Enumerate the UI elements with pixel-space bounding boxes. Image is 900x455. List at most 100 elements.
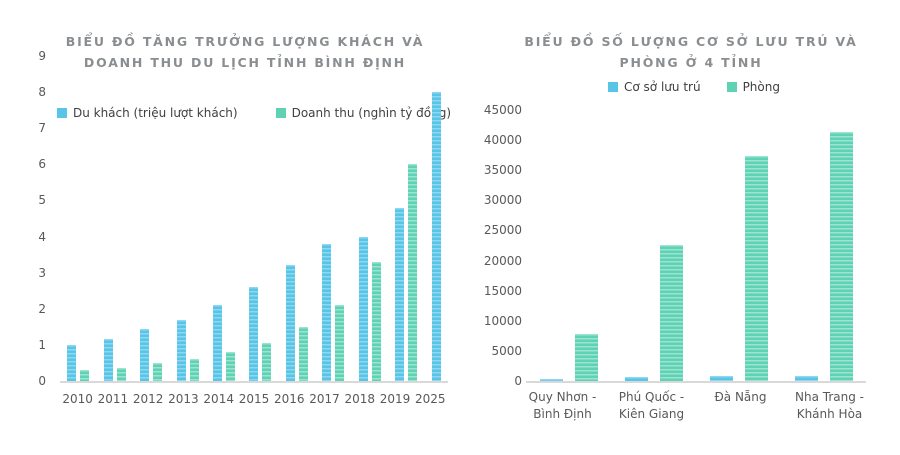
bar — [744, 155, 768, 381]
y-axis-tick-label: 45000 — [483, 103, 522, 117]
x-axis-label: Phú Quốc - Kiên Giang — [618, 390, 685, 421]
y-axis-tick-label: 10000 — [483, 313, 522, 328]
bar — [285, 265, 295, 381]
x-axis-label: 2016 — [273, 392, 305, 406]
y-axis-tick-label: 1 — [38, 337, 46, 352]
legend-item: Du khách (triệu lượt khách) — [56, 106, 238, 120]
bar — [371, 261, 381, 381]
bar-group — [285, 265, 308, 381]
x-axis: 2010 2011 2012 2013 2014 2015 2016 2017 2018 2019… — [60, 391, 448, 408]
bar — [431, 92, 441, 381]
bar-group — [709, 155, 768, 381]
legend-item: Doanh thu (nghìn tỷ đồng) — [275, 106, 452, 120]
y-axis-tick-label: 20000 — [483, 253, 522, 268]
bar — [213, 305, 223, 381]
legend-swatch-icon — [275, 108, 286, 118]
legend: Cơ sở lưu trú Phòng — [520, 80, 868, 94]
y-axis-tick-label: 4 — [38, 229, 46, 244]
y-axis-tick-label: 8 — [38, 85, 46, 100]
legend-swatch-icon — [56, 108, 67, 118]
bar — [226, 352, 236, 381]
x-axis-label: 2014 — [203, 392, 234, 406]
bar — [298, 326, 308, 381]
x-axis: Quy Nhơn - Bình Định Phú Quốc - Kiên Gian… — [518, 389, 874, 423]
y-axis-tick-label: 6 — [38, 157, 46, 172]
bar — [624, 377, 648, 381]
legend-label: Phòng — [742, 80, 780, 94]
bar — [80, 370, 90, 381]
bar-group — [103, 339, 126, 381]
legend-label: Cơ sở lưu trú — [624, 80, 701, 94]
bar — [574, 334, 598, 381]
bar-group — [431, 92, 441, 381]
legend-item: Phòng — [726, 80, 780, 94]
bar — [709, 376, 733, 381]
legend: Du khách (triệu lượt khách) Doanh thu (ng… — [56, 106, 452, 120]
x-axis-label: Đà Nẵng — [714, 390, 767, 404]
bar — [322, 243, 332, 381]
bar-group — [249, 287, 272, 381]
bar-group — [322, 243, 345, 381]
x-axis-label: 2018 — [344, 392, 376, 406]
legend-item: Cơ sở lưu trú — [608, 80, 701, 94]
y-axis-tick-label: 9 — [38, 49, 46, 63]
bar — [539, 379, 563, 381]
bar — [116, 368, 126, 381]
y-axis-tick-label: 5 — [38, 193, 46, 208]
bar — [335, 305, 345, 381]
bar — [408, 164, 418, 381]
y-axis-tick-label: 5000 — [491, 343, 522, 358]
bar — [659, 244, 683, 381]
y-axis-tick-label: 25000 — [483, 223, 522, 238]
y-axis-tick-label: 35000 — [483, 163, 522, 178]
bar — [189, 359, 199, 381]
bar-group — [67, 344, 90, 381]
bar-group — [794, 131, 853, 381]
plot-area: Du khách (triệu lượt khách) Doanh thu (ng… — [56, 58, 452, 383]
bar-group — [213, 305, 236, 381]
chart-title: BIỂU ĐỒ TĂNG TRƯỞNG LƯỢNG KHÁCH VÀ DOANH… — [65, 34, 425, 70]
x-axis-label: 2025 — [415, 392, 446, 406]
x-axis-label: 2011 — [97, 392, 129, 406]
bar — [153, 362, 163, 381]
x-axis-label: 2015 — [238, 392, 270, 406]
bar — [395, 207, 405, 381]
x-axis-label: Nha Trang - Khánh Hòa — [795, 390, 864, 421]
bar-group — [176, 319, 199, 381]
x-axis-label: 2012 — [132, 392, 164, 406]
bar — [358, 236, 368, 381]
bar — [176, 319, 186, 381]
legend-swatch-icon — [726, 82, 737, 92]
y-axis-tick-label: 2 — [38, 301, 46, 316]
bar — [103, 339, 113, 381]
bar-group — [140, 328, 163, 381]
bar-group — [358, 236, 381, 381]
y-axis-tick-label: 40000 — [483, 133, 522, 148]
x-axis-label: 2019 — [379, 392, 411, 406]
legend-label: Doanh thu (nghìn tỷ đồng) — [291, 106, 452, 120]
bar — [249, 287, 259, 381]
y-axis-tick-label: 7 — [38, 121, 46, 136]
chart-title: BIỂU ĐỒ SỐ LƯỢNG CƠ SỞ LƯU TRÚ VÀ PHÒNG … — [524, 34, 858, 70]
bar-group — [395, 164, 418, 381]
y-axis-tick-label: 0 — [38, 374, 46, 388]
bar — [140, 328, 150, 381]
bar-group — [539, 334, 598, 381]
bar — [794, 376, 818, 381]
legend-swatch-icon — [608, 82, 619, 92]
bar — [67, 344, 77, 381]
y-axis-tick-label: 15000 — [483, 283, 522, 298]
bar — [262, 343, 272, 381]
y-axis-tick-label: 30000 — [483, 193, 522, 208]
y-axis-tick-label: 3 — [38, 265, 46, 280]
x-axis-label: Quy Nhơn - Bình Định — [528, 390, 597, 421]
plot-area — [526, 112, 866, 383]
bars-container — [526, 112, 866, 381]
x-axis-label: 2013 — [168, 392, 199, 406]
bar — [829, 131, 853, 381]
x-axis-label: 2017 — [309, 392, 340, 406]
legend-label: Du khách (triệu lượt khách) — [72, 106, 238, 120]
y-axis: 0 1 2 3 4 5 6 7 8 9 — [14, 49, 46, 388]
bars-container — [60, 58, 448, 381]
